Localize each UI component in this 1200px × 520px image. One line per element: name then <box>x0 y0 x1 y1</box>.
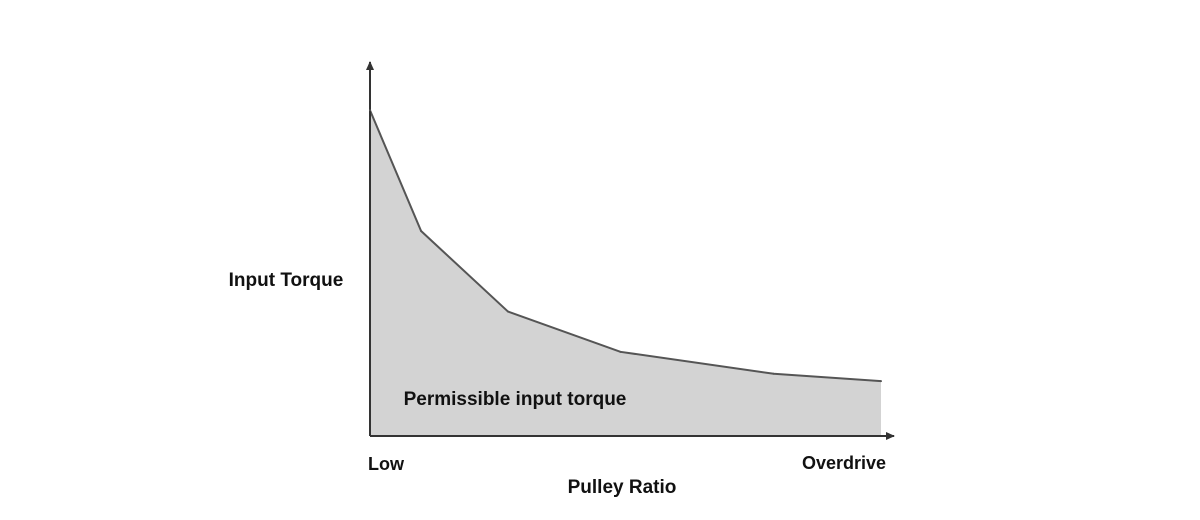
data-point-5 <box>880 380 882 383</box>
data-point-1 <box>420 230 423 233</box>
data-point-3 <box>619 350 622 353</box>
data-point-2 <box>506 310 509 313</box>
data-point-4 <box>772 372 775 375</box>
x-axis-title: Pulley Ratio <box>568 477 677 498</box>
torque-curve <box>369 109 882 383</box>
x-tick-label-low: Low <box>368 454 405 474</box>
data-point-0 <box>369 109 371 112</box>
y-axis-title: Input Torque <box>229 270 344 291</box>
area-label: Permissible input torque <box>404 389 627 410</box>
x-tick-label-overdrive: Overdrive <box>802 453 886 473</box>
permissible-torque-area <box>370 110 881 436</box>
